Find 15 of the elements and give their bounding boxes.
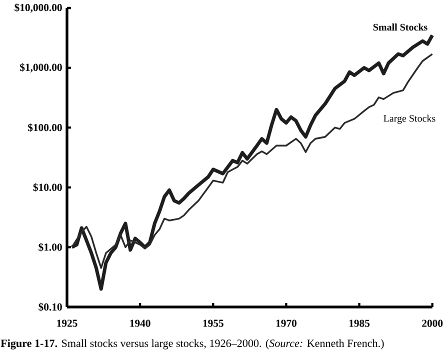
y-tick-label: $0.10 <box>38 302 62 312</box>
y-tick-label: $100.00 <box>28 123 62 132</box>
y-tick-label: $1.00 <box>38 242 62 252</box>
y-tick-label: $1,000.00 <box>20 63 62 72</box>
y-tick-label: $10.00 <box>33 183 62 192</box>
series-label: Small Stocks <box>373 24 428 31</box>
x-tick-label: 1970 <box>276 320 296 327</box>
text: Figure 1-17. Small stocks versus large stocks, 1926–2000. (Source: Kenneth French.) <box>0 339 384 350</box>
x-tick-label: 1940 <box>130 320 150 327</box>
x-tick-label: 1955 <box>203 320 224 327</box>
x-tick-label: 1925 <box>57 320 78 327</box>
x-tick-label: 2000 <box>422 320 443 327</box>
series-label: Large Stocks <box>384 114 436 124</box>
y-tick-label: $10,000.00 <box>14 3 62 13</box>
x-tick-label: 1985 <box>349 320 370 327</box>
